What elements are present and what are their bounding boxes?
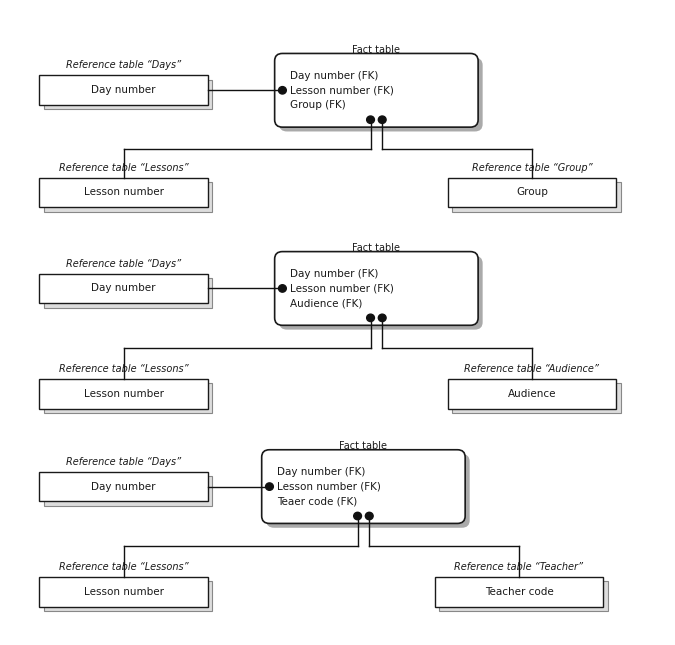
- Text: Reference table “Lessons”: Reference table “Lessons”: [59, 562, 188, 572]
- Text: Reference table “Days”: Reference table “Days”: [66, 457, 181, 467]
- FancyBboxPatch shape: [452, 182, 621, 212]
- FancyBboxPatch shape: [44, 278, 213, 308]
- Text: Reference table “Audience”: Reference table “Audience”: [464, 364, 599, 374]
- FancyBboxPatch shape: [39, 379, 208, 408]
- Text: Group (FK): Group (FK): [290, 100, 346, 110]
- FancyBboxPatch shape: [44, 80, 213, 110]
- FancyBboxPatch shape: [435, 577, 603, 607]
- Circle shape: [365, 512, 373, 520]
- Circle shape: [279, 284, 286, 292]
- Circle shape: [354, 512, 362, 520]
- Text: Group: Group: [516, 188, 548, 197]
- FancyBboxPatch shape: [44, 383, 213, 413]
- FancyBboxPatch shape: [44, 476, 213, 506]
- FancyBboxPatch shape: [266, 454, 470, 528]
- FancyBboxPatch shape: [448, 177, 616, 207]
- Text: Fact table: Fact table: [340, 441, 387, 451]
- Text: Day number: Day number: [91, 482, 156, 491]
- FancyBboxPatch shape: [44, 581, 213, 611]
- FancyBboxPatch shape: [279, 256, 483, 330]
- Text: Teacher code: Teacher code: [485, 587, 554, 597]
- Circle shape: [279, 86, 286, 94]
- Text: Audience: Audience: [508, 389, 556, 399]
- Text: Day number (FK): Day number (FK): [277, 467, 366, 477]
- FancyBboxPatch shape: [448, 379, 616, 408]
- Text: Audience (FK): Audience (FK): [290, 298, 362, 308]
- FancyBboxPatch shape: [39, 471, 208, 501]
- Circle shape: [265, 483, 273, 490]
- Text: Lesson number (FK): Lesson number (FK): [277, 482, 381, 491]
- Text: Fact table: Fact table: [352, 243, 400, 253]
- Text: Reference table “Lessons”: Reference table “Lessons”: [59, 163, 188, 173]
- Text: Reference table “Group”: Reference table “Group”: [472, 163, 592, 173]
- FancyBboxPatch shape: [39, 75, 208, 105]
- Text: Day number (FK): Day number (FK): [290, 70, 379, 81]
- FancyBboxPatch shape: [39, 177, 208, 207]
- Text: Reference table “Lessons”: Reference table “Lessons”: [59, 364, 188, 374]
- FancyBboxPatch shape: [44, 182, 213, 212]
- Text: Teaer code (FK): Teaer code (FK): [277, 496, 358, 506]
- Text: Lesson number (FK): Lesson number (FK): [290, 283, 394, 293]
- Text: Day number: Day number: [91, 283, 156, 293]
- Circle shape: [367, 116, 375, 123]
- FancyBboxPatch shape: [39, 577, 208, 607]
- Circle shape: [378, 116, 386, 123]
- Text: Lesson number: Lesson number: [84, 587, 163, 597]
- Circle shape: [367, 314, 375, 322]
- FancyBboxPatch shape: [439, 581, 608, 611]
- Circle shape: [378, 314, 386, 322]
- Text: Fact table: Fact table: [352, 45, 400, 55]
- FancyBboxPatch shape: [279, 58, 483, 132]
- FancyBboxPatch shape: [275, 252, 478, 325]
- Text: Lesson number (FK): Lesson number (FK): [290, 85, 394, 95]
- FancyBboxPatch shape: [452, 383, 621, 413]
- Text: Reference table “Teacher”: Reference table “Teacher”: [454, 562, 583, 572]
- FancyBboxPatch shape: [39, 273, 208, 303]
- FancyBboxPatch shape: [262, 450, 465, 524]
- FancyBboxPatch shape: [275, 54, 478, 127]
- Text: Lesson number: Lesson number: [84, 188, 163, 197]
- Text: Day number: Day number: [91, 85, 156, 95]
- Text: Day number (FK): Day number (FK): [290, 269, 379, 279]
- Text: Reference table “Days”: Reference table “Days”: [66, 61, 181, 70]
- Text: Reference table “Days”: Reference table “Days”: [66, 259, 181, 268]
- Text: Lesson number: Lesson number: [84, 389, 163, 399]
